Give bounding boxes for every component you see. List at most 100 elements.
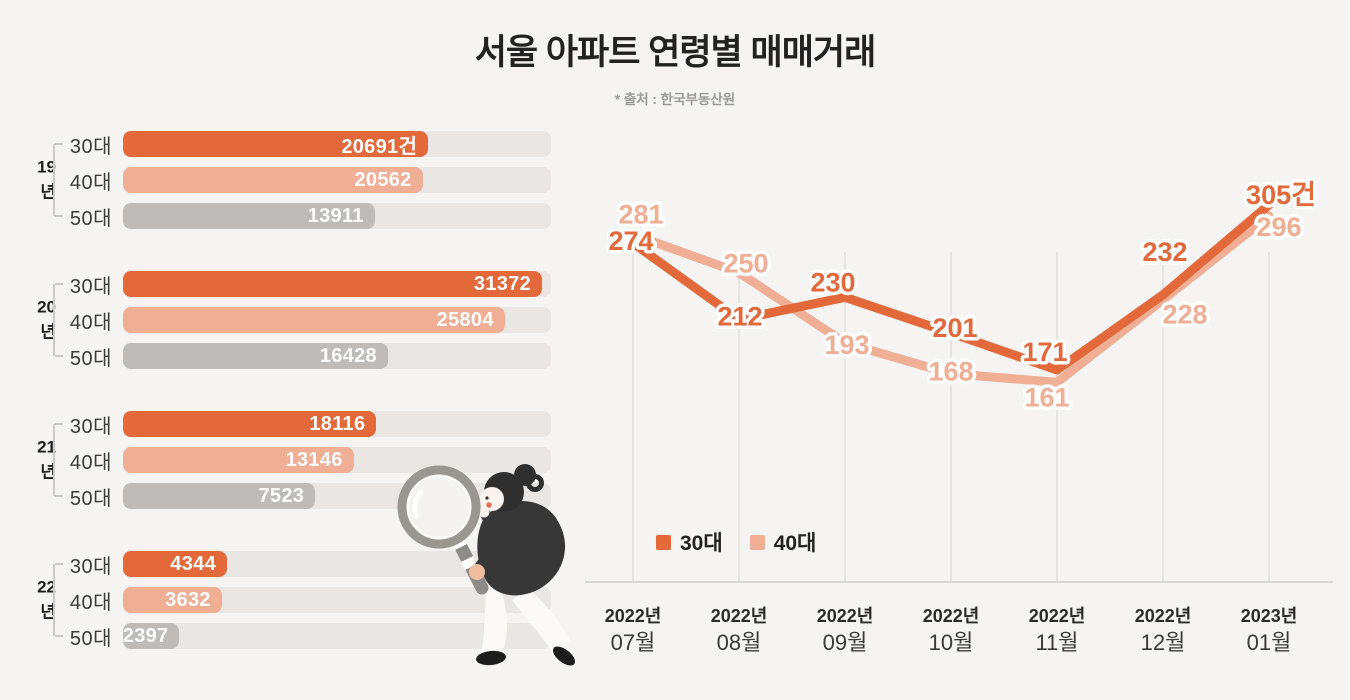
magnifier-lens-inner bbox=[409, 477, 469, 537]
bar-group-19년: 19년 30대 20691건 40대 20562 50대 13911 bbox=[30, 131, 551, 230]
year-bracket bbox=[53, 423, 65, 497]
back-leg bbox=[512, 588, 570, 654]
bar-value-label: 2397 bbox=[122, 624, 169, 647]
bar-value-label: 16428 bbox=[319, 344, 377, 367]
point-label-40대-3: 168 bbox=[928, 357, 973, 387]
bar-row-19년-50대: 50대 13911 bbox=[30, 203, 551, 230]
bar-row-19년-40대: 40대 20562 bbox=[30, 167, 551, 194]
title-suffix: 매매거래 bbox=[741, 33, 876, 72]
point-label-40대-1: 250 bbox=[723, 249, 768, 279]
bar-value-label: 20562 bbox=[354, 168, 412, 191]
eye bbox=[485, 496, 489, 500]
bar-track: 20691건 bbox=[123, 131, 551, 158]
bar-value-label: 13146 bbox=[285, 448, 343, 471]
bar-value-label: 13911 bbox=[307, 204, 364, 227]
bar-fill: 20562 bbox=[123, 167, 423, 193]
source-note: * 출처 : 한국부동산원 bbox=[614, 92, 736, 107]
point-label-30대-3: 201 bbox=[932, 313, 977, 343]
point-label-40대-0: 281 bbox=[618, 199, 663, 229]
age-label: 30대 bbox=[69, 275, 112, 298]
bar-chart-panel: 19년 30대 20691건 40대 20562 50대 13911 20년 30대 31372 4… bbox=[30, 131, 551, 691]
age-label: 30대 bbox=[69, 415, 112, 438]
bar-track: 16428 bbox=[123, 343, 551, 369]
bar-fill: 2397 bbox=[122, 623, 180, 649]
year-label: 20년 bbox=[37, 297, 56, 342]
age-label: 40대 bbox=[69, 311, 112, 334]
bar-row-20년-50대: 50대 16428 bbox=[30, 343, 551, 370]
lens-highlight bbox=[412, 489, 424, 519]
bar-value-label: 20691건 bbox=[341, 135, 418, 158]
age-label: 50대 bbox=[69, 207, 112, 230]
front-leg bbox=[482, 586, 507, 652]
point-label-30대-1: 212 bbox=[717, 301, 762, 331]
bar-group-20년: 20년 30대 31372 40대 25804 50대 16428 bbox=[30, 271, 551, 370]
year-bracket bbox=[53, 563, 65, 637]
bar-value-label: 4344 bbox=[170, 552, 216, 575]
bar-value-label: 25804 bbox=[436, 308, 494, 331]
year-label: 19년 bbox=[37, 157, 56, 202]
age-label: 30대 bbox=[69, 135, 112, 158]
bar-fill: 31372 bbox=[123, 271, 542, 297]
age-label: 30대 bbox=[69, 555, 112, 578]
title-prefix: 서울 아파트 bbox=[474, 33, 649, 72]
point-label-30대-5: 232 bbox=[1142, 237, 1187, 267]
legend-swatch-40대 bbox=[749, 534, 765, 550]
x-label-year-3: 2022년 bbox=[923, 606, 980, 626]
front-shoe bbox=[476, 650, 506, 666]
legend-item-40대: 40대 bbox=[749, 527, 817, 557]
year-label: 22년 bbox=[37, 577, 56, 622]
bar-fill: 16428 bbox=[123, 343, 388, 369]
x-label-year-4: 2022년 bbox=[1029, 606, 1086, 626]
header: 서울 아파트 연령별 매매거래 * 출처 : 한국부동산원 bbox=[0, 0, 1350, 108]
bar-fill: 13146 bbox=[123, 447, 354, 473]
bar-fill: 20691건 bbox=[123, 131, 429, 158]
point-label-30대-2: 230 bbox=[810, 267, 855, 297]
bar-fill: 25804 bbox=[123, 307, 505, 333]
point-label-40대-4: 161 bbox=[1024, 382, 1069, 412]
x-label-month-6: 01월 bbox=[1247, 630, 1292, 655]
bar-row-22년-50대: 50대 2397 bbox=[30, 623, 551, 650]
bar-track: 13911 bbox=[123, 203, 551, 229]
bar-value-label: 18116 bbox=[309, 412, 366, 435]
bar-track: 31372 bbox=[123, 271, 551, 297]
bar-fill: 13911 bbox=[123, 203, 375, 229]
bar-fill: 4344 bbox=[123, 551, 227, 577]
magnifier-rim bbox=[397, 465, 481, 549]
age-label: 50대 bbox=[69, 487, 112, 510]
bar-track: 13146 bbox=[123, 447, 551, 473]
legend-item-30대: 30대 bbox=[656, 527, 723, 557]
body bbox=[477, 500, 566, 596]
x-label-year-2: 2022년 bbox=[817, 606, 874, 626]
point-label-30대-4: 171 bbox=[1022, 337, 1067, 367]
bar-fill: 18116 bbox=[123, 411, 377, 437]
x-label-year-6: 2023년 bbox=[1241, 606, 1298, 626]
bar-row-21년-40대: 40대 13146 bbox=[30, 447, 551, 474]
back-shoe bbox=[553, 646, 575, 666]
bar-value-label: 3632 bbox=[165, 588, 211, 611]
x-label-year-1: 2022년 bbox=[711, 606, 768, 626]
series-line-30대 bbox=[628, 200, 1274, 375]
legend-label: 40대 bbox=[773, 532, 817, 555]
hand-near-face bbox=[478, 506, 490, 518]
age-label: 40대 bbox=[69, 171, 112, 194]
raised-arm bbox=[480, 509, 502, 538]
legend-swatch-30대 bbox=[656, 534, 671, 550]
bar-value-label: 31372 bbox=[473, 272, 531, 295]
hair-bun-loop bbox=[526, 474, 544, 492]
bar-track: 20562 bbox=[123, 167, 551, 193]
bar-row-19년-30대: 30대 20691건 bbox=[30, 131, 551, 158]
year-bracket bbox=[53, 143, 65, 217]
bar-group-22년: 22년 30대 4344 40대 3632 50대 2397 bbox=[30, 551, 551, 650]
x-label-year-0: 2022년 bbox=[605, 606, 662, 626]
x-label-month-0: 07월 bbox=[611, 630, 656, 655]
age-label: 40대 bbox=[69, 591, 112, 614]
bar-track: 25804 bbox=[123, 307, 551, 333]
line-chart-legend: 30대 40대 bbox=[656, 527, 816, 557]
point-label-30대-6: 305건 bbox=[1246, 180, 1316, 210]
x-label-month-1: 08월 bbox=[717, 630, 762, 655]
bar-row-20년-40대: 40대 25804 bbox=[30, 307, 551, 334]
bar-value-label: 7523 bbox=[258, 484, 305, 507]
age-label: 40대 bbox=[69, 451, 112, 474]
cheek-blush bbox=[486, 502, 492, 508]
